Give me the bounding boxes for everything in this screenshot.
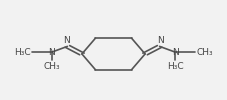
Text: CH₃: CH₃ <box>197 48 213 57</box>
Text: N: N <box>63 36 70 45</box>
Text: H₃C: H₃C <box>167 62 183 71</box>
Text: N: N <box>49 48 55 57</box>
Text: H₃C: H₃C <box>14 48 30 57</box>
Text: N: N <box>157 36 164 45</box>
Text: CH₃: CH₃ <box>44 62 60 71</box>
Text: N: N <box>172 48 178 57</box>
